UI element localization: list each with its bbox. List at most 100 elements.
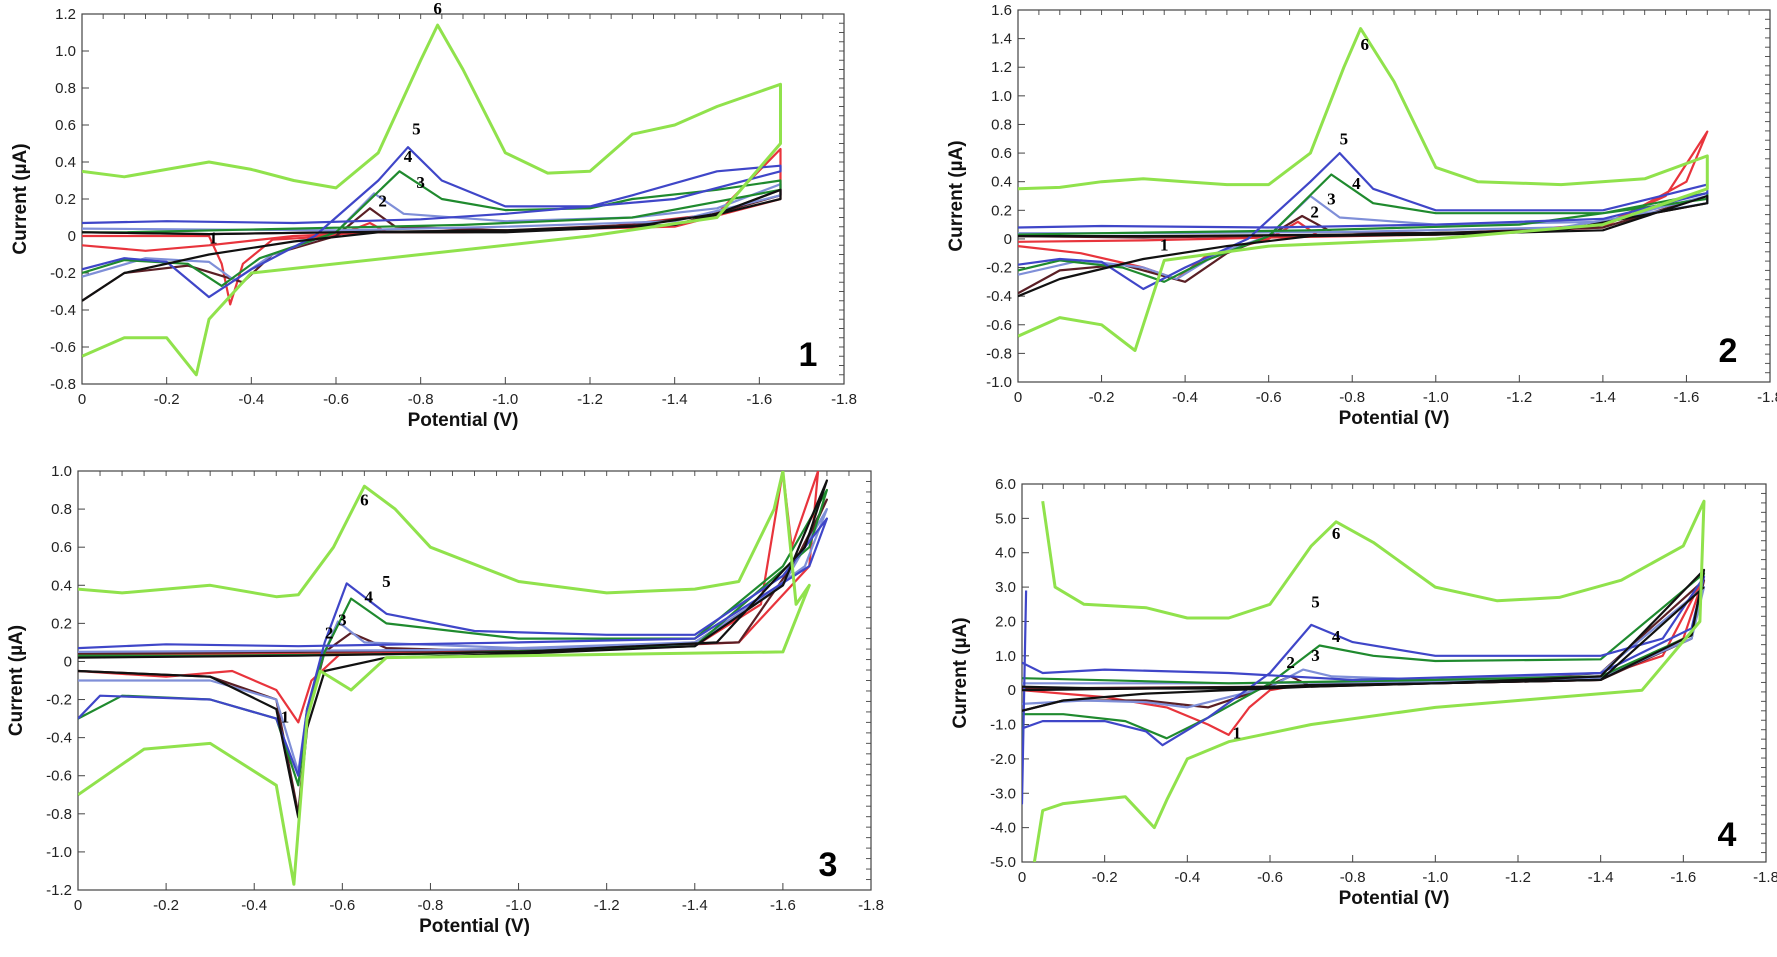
x-tick-label: -1.0 [506, 897, 532, 914]
x-axis-title: Potential (V) [419, 916, 530, 937]
y-tick-label: -1.0 [986, 374, 1012, 391]
curve-label: 2 [1286, 653, 1295, 672]
x-tick-label: -1.8 [858, 897, 884, 914]
curve-label: 1 [1160, 235, 1169, 254]
x-tick-label: 0 [74, 897, 82, 914]
panel-1: 0 -0.2 -0.4 -0.6 -0.8 -1.0 -1.2 -1.4 -1.6 -1.8 -0.… [10, 0, 857, 431]
y-tick-label: 1.2 [55, 6, 76, 23]
x-tick-label: -1.2 [1505, 869, 1531, 886]
y-tick-label: 6.0 [995, 476, 1016, 493]
y-tick-label: 4.0 [995, 545, 1016, 562]
series-line-black [82, 188, 782, 302]
series-group [78, 471, 828, 886]
series-line-6 [78, 471, 811, 886]
y-tick-label: 0 [1004, 231, 1012, 248]
series-line-5 [1018, 152, 1709, 291]
x-tick-label: -1.4 [662, 391, 688, 408]
x-tick-label: -1.2 [1506, 389, 1532, 406]
series-line-4 [78, 488, 828, 787]
y-tick-label: 0.6 [55, 117, 76, 134]
y-tick-label: -0.8 [50, 376, 76, 393]
y-tick-label: 1.0 [995, 648, 1016, 665]
y-tick-label: 3.0 [995, 579, 1016, 596]
x-tick-label: -1.6 [1670, 869, 1696, 886]
y-tick-label: 0.8 [991, 116, 1012, 133]
y-tick-label: 0.6 [51, 539, 72, 556]
series-line-2 [82, 188, 782, 302]
y-tick-label: 1.6 [991, 2, 1012, 19]
curve-label: 1 [209, 228, 218, 247]
x-tick-label: -0.8 [408, 391, 434, 408]
x-tick-label: -1.8 [831, 391, 857, 408]
x-tick-label: -0.8 [418, 897, 444, 914]
x-tick-label: -0.2 [154, 391, 180, 408]
series-line-4 [1018, 173, 1709, 283]
x-tick-label: -1.0 [1423, 389, 1449, 406]
curve-label: 2 [1310, 202, 1319, 221]
x-tick-label: 0 [1014, 389, 1022, 406]
x-tick-label: -0.6 [1256, 389, 1282, 406]
panel-4: 0 -0.2 -0.4 -0.6 -0.8 -1.0 -1.2 -1.4 -1.6 -1.8 -5.… [950, 476, 1777, 909]
curve-label: 5 [1340, 129, 1349, 148]
y-tick-label: 0.8 [55, 80, 76, 97]
x-tick-label: -0.6 [323, 391, 349, 408]
series-line-6 [1032, 499, 1706, 862]
panel-number: 3 [819, 846, 838, 884]
x-tick-label: -1.8 [1757, 389, 1777, 406]
y-tick-label: 1.2 [991, 59, 1012, 76]
y-tick-label: 1.0 [51, 463, 72, 480]
y-tick-label: 5.0 [995, 510, 1016, 527]
y-tick-label: -1.2 [46, 882, 72, 899]
y-tick-label: -0.4 [50, 302, 76, 319]
series-line-3 [78, 508, 828, 773]
y-tick-label: -0.8 [986, 345, 1012, 362]
x-tick-label: -0.2 [1089, 389, 1115, 406]
y-tick-label: -0.2 [46, 692, 72, 709]
curve-label: 3 [1327, 190, 1336, 209]
y-tick-label: 1.4 [991, 31, 1012, 48]
series-line-2 [1022, 579, 1706, 712]
curve-label: 4 [404, 147, 413, 166]
y-tick-label: 0.4 [55, 154, 76, 171]
y-tick-label: -2.0 [990, 751, 1016, 768]
x-tick-label: -1.0 [1422, 869, 1448, 886]
y-tick-label: 0 [68, 228, 76, 245]
series-group [1018, 27, 1709, 352]
y-tick-label: 0.8 [51, 501, 72, 518]
y-tick-label: -4.0 [990, 820, 1016, 837]
y-tick-label: 0.2 [51, 615, 72, 632]
y-axis-title: Current (µA) [946, 140, 967, 251]
series-line-5 [1022, 575, 1706, 805]
series-line-black [1018, 194, 1709, 298]
y-tick-label: -0.6 [986, 317, 1012, 334]
curve-label: 6 [1332, 524, 1341, 543]
panel-2: 0 -0.2 -0.4 -0.6 -0.8 -1.0 -1.2 -1.4 -1.6 -1.8 -1.… [946, 2, 1777, 429]
y-tick-label: -0.6 [46, 768, 72, 785]
x-tick-label: -1.2 [577, 391, 603, 408]
plot-frame [1021, 483, 1767, 863]
y-tick-label: 0 [1008, 682, 1016, 699]
panel-number: 2 [1719, 332, 1738, 370]
curve-label: 4 [365, 587, 374, 606]
series-line-black-2 [1022, 586, 1705, 690]
x-tick-label: -0.6 [1257, 869, 1283, 886]
y-tick-label: 2.0 [995, 613, 1016, 630]
y-tick-label: 0.4 [51, 577, 72, 594]
y-axis-title: Current (µA) [6, 625, 27, 736]
curve-label: 1 [1233, 723, 1242, 742]
x-tick-label: 0 [78, 391, 86, 408]
x-tick-label: -1.6 [746, 391, 772, 408]
curve-label: 6 [433, 0, 442, 18]
y-tick-label: 1.0 [991, 88, 1012, 105]
curve-label: 5 [412, 119, 421, 138]
series-group [1022, 499, 1706, 862]
y-tick-label: -3.0 [990, 785, 1016, 802]
curve-label: 5 [382, 572, 391, 591]
x-tick-label: -0.2 [1092, 869, 1118, 886]
x-tick-label: -0.8 [1340, 869, 1366, 886]
x-axis-title: Potential (V) [1339, 888, 1450, 909]
x-tick-label: -1.4 [1590, 389, 1616, 406]
y-tick-label: -0.2 [50, 265, 76, 282]
curve-label: 6 [360, 490, 369, 509]
